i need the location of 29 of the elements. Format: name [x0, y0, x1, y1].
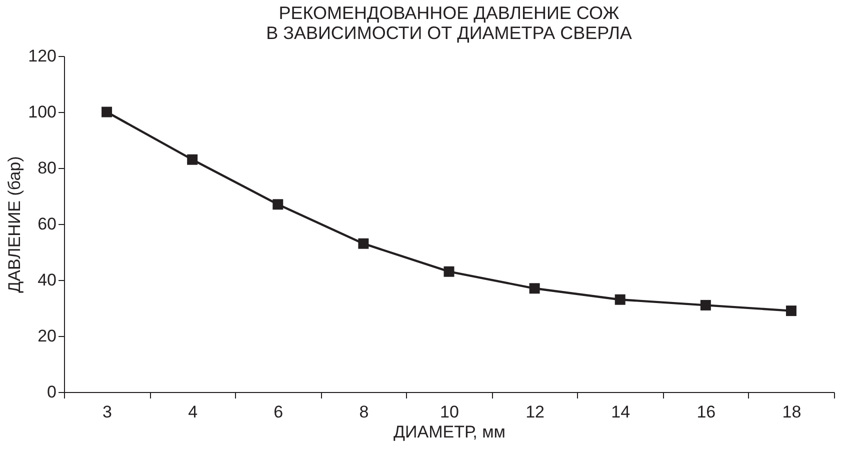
y-axis-title: ДАВЛЕНИЕ (бар): [5, 156, 24, 293]
x-tick-label: 8: [359, 402, 369, 422]
x-tick-label: 10: [440, 402, 459, 422]
point: [700, 300, 711, 310]
point: [358, 238, 369, 249]
x-tick-label: 3: [102, 402, 112, 422]
x-tick-label: 12: [526, 402, 545, 422]
point: [444, 266, 454, 277]
y-tick-label: 120: [28, 46, 56, 66]
x-tick-label: 6: [274, 402, 284, 422]
y-tick-label: 0: [47, 382, 56, 402]
text: В ЗАВИСИМОСТИ ОТ ДИАМЕТРА СВЕРЛА: [266, 23, 632, 43]
y-tick-label: 60: [38, 214, 56, 234]
x-tick-label: 14: [611, 402, 630, 422]
point: [187, 154, 198, 165]
point: [786, 306, 796, 316]
x-tick-label: 4: [188, 402, 198, 422]
y-tick-label: 100: [28, 102, 56, 122]
text: РЕКОМЕНДОВАННОЕ ДАВЛЕНИЕ СОЖ: [278, 3, 620, 23]
x-tick-label: 18: [782, 402, 802, 422]
x-tick-label: 16: [696, 402, 716, 422]
point: [102, 106, 112, 118]
x-axis-title: ДИАМЕТР, мм: [394, 422, 506, 442]
y-tick-label: 20: [38, 326, 56, 346]
point: [529, 283, 540, 294]
point: [272, 199, 284, 210]
y-tick-label: 40: [38, 270, 56, 290]
point: [614, 294, 626, 305]
y-tick-label: 80: [38, 158, 56, 178]
